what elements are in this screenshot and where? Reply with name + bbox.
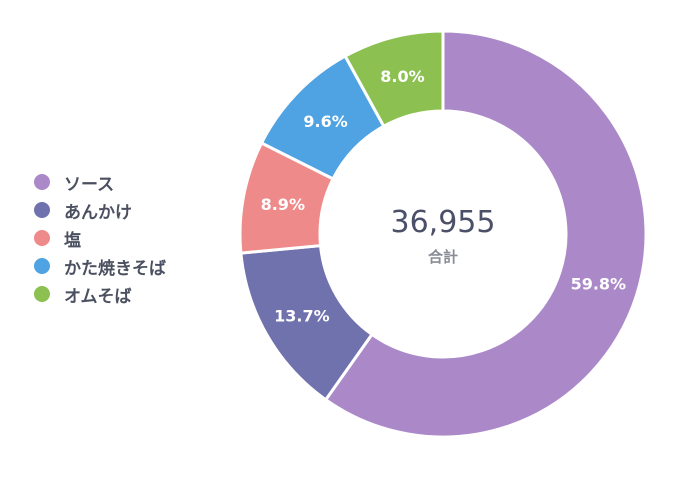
slice-label-3: 9.6% — [303, 112, 347, 131]
legend-swatch-1 — [34, 202, 50, 218]
legend-swatch-3 — [34, 258, 50, 274]
legend-label-4: オムそば — [64, 286, 132, 307]
legend-swatch-2 — [34, 230, 50, 246]
slice-label-1: 13.7% — [274, 307, 330, 326]
legend-label-1: あんかけ — [64, 202, 132, 223]
slice-label-2: 8.9% — [261, 195, 305, 214]
legend-label-3: かた焼きそば — [64, 258, 166, 279]
legend-item-4[interactable]: オムそば — [34, 280, 166, 308]
center-caption: 合計 — [427, 248, 458, 266]
slice-4[interactable] — [343, 29, 445, 129]
legend-swatch-4 — [34, 286, 50, 302]
legend-swatch-0 — [34, 174, 50, 190]
slice-0[interactable] — [323, 29, 648, 439]
legend-item-3[interactable]: かた焼きそば — [34, 252, 166, 280]
slice-label-4: 8.0% — [380, 67, 424, 86]
legend-label-0: ソース — [64, 174, 115, 195]
center-total: 36,955 — [391, 205, 496, 240]
legend-item-0[interactable]: ソース — [34, 168, 166, 196]
legend: ソースあんかけ塩かた焼きそば オムそば — [34, 168, 166, 308]
legend-item-1[interactable]: あんかけ — [34, 196, 166, 224]
slice-label-0: 59.8% — [571, 274, 627, 293]
legend-item-2[interactable]: 塩 — [34, 224, 166, 252]
legend-label-2: 塩 — [64, 230, 81, 251]
